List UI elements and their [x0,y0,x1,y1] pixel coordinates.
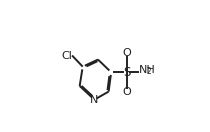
Text: Cl: Cl [62,51,72,62]
Text: S: S [123,66,131,79]
Text: O: O [123,87,131,97]
Text: NH: NH [139,65,156,75]
Text: O: O [123,48,131,58]
Text: 2: 2 [146,67,151,76]
Text: N: N [90,95,99,105]
